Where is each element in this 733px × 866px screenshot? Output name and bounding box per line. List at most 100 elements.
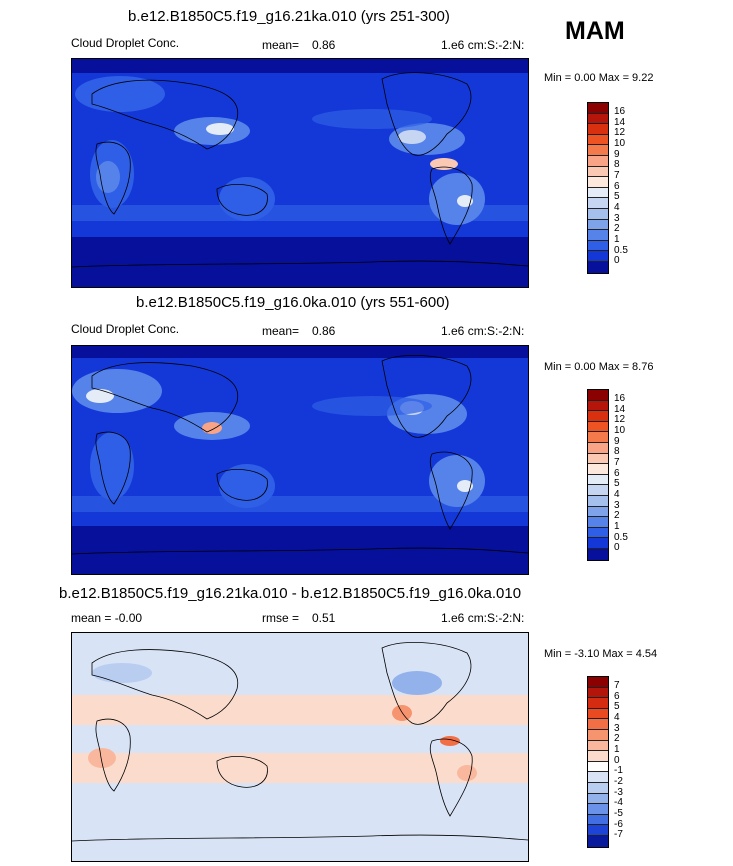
panel-1-mean-label: mean= <box>262 38 300 52</box>
p2-tick: 12 <box>614 414 626 425</box>
p1-cbar-box <box>588 208 608 220</box>
p3-cbar-box <box>588 719 608 730</box>
p1-tick: 4 <box>614 202 620 213</box>
p3-cbar-box <box>588 740 608 752</box>
p3-tick: 5 <box>614 701 620 712</box>
p3-tick: -2 <box>614 776 623 787</box>
p2-tick: 0.5 <box>614 532 628 543</box>
p2-cbar-box <box>588 517 608 528</box>
season-label: MAM <box>565 17 625 45</box>
panel-2-cloud-patches <box>72 369 485 508</box>
p3-tick: 0 <box>614 755 620 766</box>
p1-tick: 3 <box>614 213 620 224</box>
panel-2-colorbar <box>587 389 609 561</box>
p2-cbar-box <box>588 411 608 422</box>
p3-tick: -5 <box>614 808 623 819</box>
p3-tick: -3 <box>614 787 623 798</box>
p1-tick: 1 <box>614 234 620 245</box>
panel-3-units: 1.e6 cm:S:-2:N: <box>441 611 525 625</box>
p3-tick: -6 <box>614 819 623 830</box>
panel-3-anomaly-patches <box>88 663 477 781</box>
p2-tick: 0 <box>614 542 620 553</box>
p3-cbar-box <box>588 772 608 783</box>
p2-cbar-box <box>588 464 608 475</box>
p2-cbar-box <box>588 474 608 486</box>
p1-tick: 0.5 <box>614 245 628 256</box>
p3-cbar-box <box>588 698 608 709</box>
panel-3-map-svg <box>72 633 528 861</box>
p3-cbar-box <box>588 687 608 699</box>
panel-3-rmse-value: 0.51 <box>312 611 336 625</box>
p1-cbar-box <box>588 145 608 156</box>
south-america-patch <box>429 455 485 507</box>
p1-cbar-box <box>588 103 608 114</box>
p2-cbar-box <box>588 442 608 454</box>
p3-cbar-box <box>588 825 608 836</box>
panel-2-title: b.e12.B1850C5.f19_g16.0ka.010 (yrs 551-6… <box>136 294 450 311</box>
p2-cbar-box <box>588 495 608 507</box>
p1-tick: 10 <box>614 138 626 149</box>
p2-tick: 9 <box>614 436 620 447</box>
panel-1-mean-value: 0.86 <box>312 38 336 52</box>
p2-cbar-box <box>588 400 608 412</box>
africa-positive <box>88 748 116 768</box>
p1-tick: 2 <box>614 223 620 234</box>
panel-2-units: 1.e6 cm:S:-2:N: <box>441 324 525 338</box>
panel-2-minmax: Min = 0.00 Max = 8.76 <box>544 361 654 373</box>
p1-tick: 14 <box>614 117 626 128</box>
panel-1-southern-ocean-band <box>72 205 528 221</box>
panel-1-units: 1.e6 cm:S:-2:N: <box>441 38 525 52</box>
p1-cbar-box <box>588 251 608 262</box>
p3-cbar-box <box>588 793 608 805</box>
p2-cbar-box <box>588 527 608 539</box>
eurasia-patch <box>75 76 165 112</box>
p1-tick: 9 <box>614 149 620 160</box>
p3-cbar-box <box>588 708 608 720</box>
p1-cbar-box <box>588 230 608 241</box>
panel-1-coastlines <box>72 72 528 268</box>
panel-3-subtropical-band <box>72 753 528 783</box>
australia-patch <box>219 177 275 221</box>
europe-peak <box>86 389 114 403</box>
pacific-patch <box>312 109 432 129</box>
p2-tick: 1 <box>614 521 620 532</box>
p2-cbar-box <box>588 421 608 433</box>
p2-tick: 5 <box>614 478 620 489</box>
p1-cbar-box <box>588 261 608 273</box>
caribbean-positive <box>440 736 460 746</box>
caribbean-peak <box>430 158 458 170</box>
p3-tick: 3 <box>614 723 620 734</box>
p1-cbar-box <box>588 124 608 135</box>
panel-3-southern-band <box>72 783 528 823</box>
panel-2-coastlines <box>72 355 528 555</box>
p3-tick: 2 <box>614 733 620 744</box>
p2-tick: 16 <box>614 393 626 404</box>
p3-cbar-box <box>588 835 608 847</box>
p2-cbar-box <box>588 390 608 401</box>
p1-cbar-box <box>588 166 608 178</box>
p1-cbar-box <box>588 177 608 188</box>
north-america-peak <box>398 130 426 144</box>
panel-3-colorbar <box>587 676 609 848</box>
panel-3-minmax: Min = -3.10 Max = 4.54 <box>544 648 658 660</box>
eurasia-negative <box>92 663 152 683</box>
pacific-patch <box>312 396 432 416</box>
panel-1-title: b.e12.B1850C5.f19_g16.21ka.010 (yrs 251-… <box>128 8 450 25</box>
panel-1-cloud-patches <box>75 76 485 225</box>
p3-tick: -7 <box>614 829 623 840</box>
p2-cbar-box <box>588 538 608 549</box>
panel-2-map <box>71 345 529 575</box>
p2-cbar-box <box>588 548 608 560</box>
panel-1-variable-label: Cloud Droplet Conc. <box>71 36 180 50</box>
p3-tick: 6 <box>614 691 620 702</box>
p2-tick: 2 <box>614 510 620 521</box>
p3-cbar-box <box>588 729 608 741</box>
panel-2-arctic-band <box>72 346 528 358</box>
p3-cbar-box <box>588 677 608 688</box>
p3-cbar-box <box>588 782 608 794</box>
p1-tick: 7 <box>614 170 620 181</box>
panel-3-title: b.e12.B1850C5.f19_g16.21ka.010 - b.e12.B… <box>59 585 522 602</box>
p1-cbar-box <box>588 198 608 209</box>
panel-3-rmse-label: rmse = <box>262 611 300 625</box>
p1-tick: 5 <box>614 191 620 202</box>
